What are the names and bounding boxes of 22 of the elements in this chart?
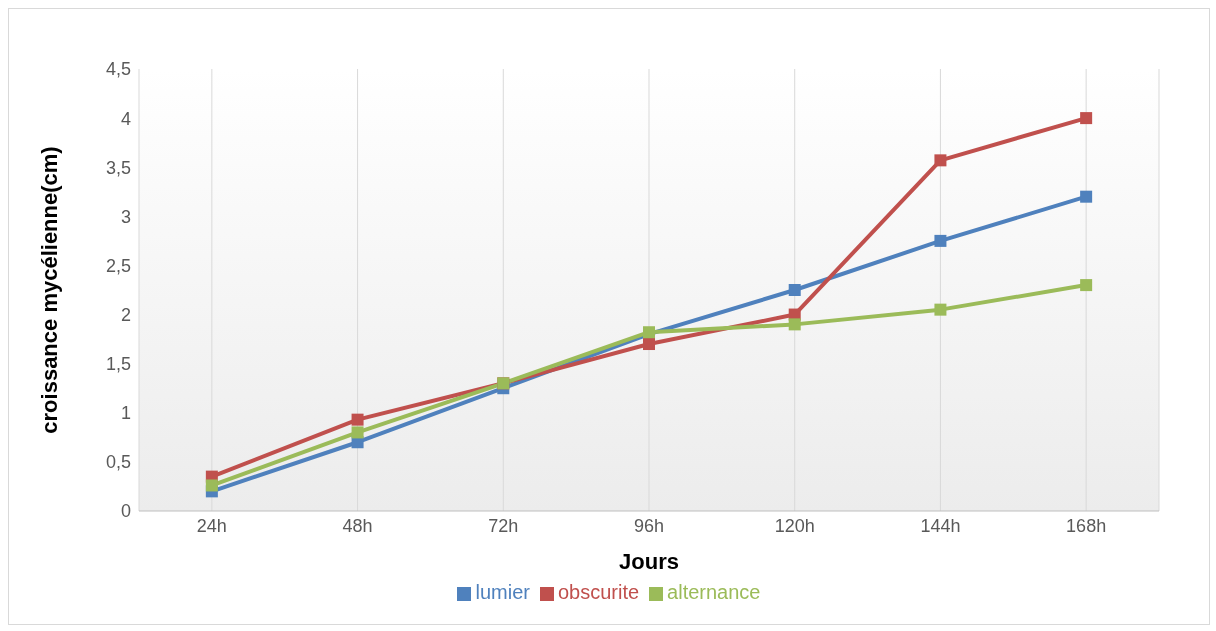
legend-label: alternance	[667, 581, 761, 603]
legend-label: lumier	[475, 581, 530, 603]
x-tick-label: 48h	[342, 515, 373, 536]
y-tick-label: 3,5	[105, 157, 131, 178]
y-tick-label: 3	[120, 206, 131, 227]
y-tick-label: 2	[120, 304, 131, 325]
x-tick-label: 120h	[774, 515, 815, 536]
y-tick-label: 1	[120, 403, 131, 424]
y-tick-label: 1,5	[105, 354, 131, 375]
y-tick-label: 2,5	[105, 255, 131, 276]
x-tick-label: 72h	[488, 515, 519, 536]
x-tick-label: 168h	[1066, 515, 1107, 536]
y-tick-label: 0	[120, 501, 131, 522]
legend-label: obscurite	[557, 581, 640, 603]
x-tick-label: 144h	[920, 515, 961, 536]
x-axis-title: Jours	[619, 549, 679, 574]
y-axis-title: croissance mycélienne(cm)	[36, 146, 62, 434]
x-tick-label: 24h	[196, 515, 227, 536]
y-tick-label: 4	[120, 108, 131, 129]
y-tick-label: 0,5	[105, 452, 131, 473]
x-tick-label: 96h	[633, 515, 665, 536]
y-tick-label: 4,5	[105, 59, 131, 80]
